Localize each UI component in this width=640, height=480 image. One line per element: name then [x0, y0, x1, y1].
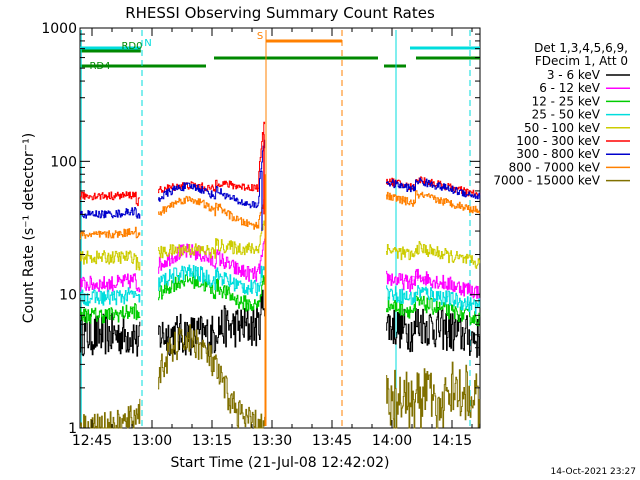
chart-title: RHESSI Observing Summary Count Rates — [125, 4, 435, 22]
annotation-label: ATTN — [409, 276, 424, 283]
series-line — [158, 139, 266, 209]
legend-header-line-1: Det 1,3,4,5,6,9, — [534, 41, 628, 55]
series-line — [158, 271, 266, 312]
x-tick-label: 14:00 — [372, 433, 412, 449]
series-line — [80, 250, 141, 271]
x-axis-label: Start Time (21-Jul-08 12:42:02) — [170, 455, 389, 471]
series-line — [386, 241, 481, 269]
series-line — [158, 121, 266, 194]
series-line — [80, 273, 141, 293]
legend-label: 25 - 50 keV — [532, 108, 601, 122]
y-tick-label: 100 — [50, 154, 77, 170]
x-axis: 12:45 13:00 13:15 13:30 13:45 14:00 14:15 — [72, 28, 473, 449]
y-tick-label: 1 — [68, 421, 77, 437]
x-tick-label: 13:00 — [132, 433, 172, 449]
legend-label: 7000 - 15000 keV — [493, 174, 600, 188]
legend-label: 3 - 6 keV — [547, 68, 601, 82]
series-line — [386, 285, 481, 315]
legend-label: 50 - 100 keV — [524, 121, 601, 135]
y-axis: 1 10 100 1000 — [41, 21, 480, 437]
y-tick-label: 1000 — [41, 21, 77, 37]
plot-frame — [79, 27, 481, 429]
legend-label: 12 - 25 keV — [532, 94, 601, 108]
series-line — [386, 361, 481, 429]
footer-timestamp: 14-Oct-2021 23:27 — [551, 467, 636, 477]
x-tick-label: 14:15 — [432, 433, 472, 449]
legend: Det 1,3,4,5,6,9, FDecim 1, Att 0 3 - 6 k… — [493, 41, 630, 188]
series-line — [158, 220, 266, 259]
series-line — [158, 264, 266, 297]
series-line — [158, 238, 266, 282]
series-line — [158, 195, 266, 230]
series-line — [80, 303, 141, 324]
series-line — [80, 287, 141, 307]
legend-label: 6 - 12 keV — [539, 81, 601, 95]
series-line — [386, 307, 481, 358]
x-tick-label: 13:30 — [252, 433, 292, 449]
legend-header-line-2: FDecim 1, Att 0 — [535, 54, 628, 68]
series-line — [386, 177, 481, 200]
x-tick-label: 13:45 — [312, 433, 352, 449]
series-line — [158, 324, 266, 429]
flag-label: N — [144, 38, 151, 49]
legend-label: 800 - 7000 keV — [509, 160, 601, 174]
series-line — [80, 398, 141, 429]
y-axis-label: Count Rate (s⁻¹ detector⁻¹) — [21, 133, 37, 323]
series-line — [386, 268, 481, 300]
series-line — [80, 207, 141, 219]
legend-label: 100 - 300 keV — [516, 134, 600, 148]
flag-label: S — [257, 31, 263, 42]
flag-label: RD4 — [89, 61, 110, 72]
series-line — [80, 191, 140, 207]
x-tick-label: 12:45 — [72, 433, 112, 449]
legend-label: 300 - 800 keV — [516, 147, 600, 161]
x-tick-label: 13:15 — [192, 433, 232, 449]
y-tick-label: 10 — [59, 288, 77, 304]
flag-label: RD0 — [121, 41, 142, 52]
series-line — [386, 190, 481, 214]
series-line — [80, 226, 141, 240]
